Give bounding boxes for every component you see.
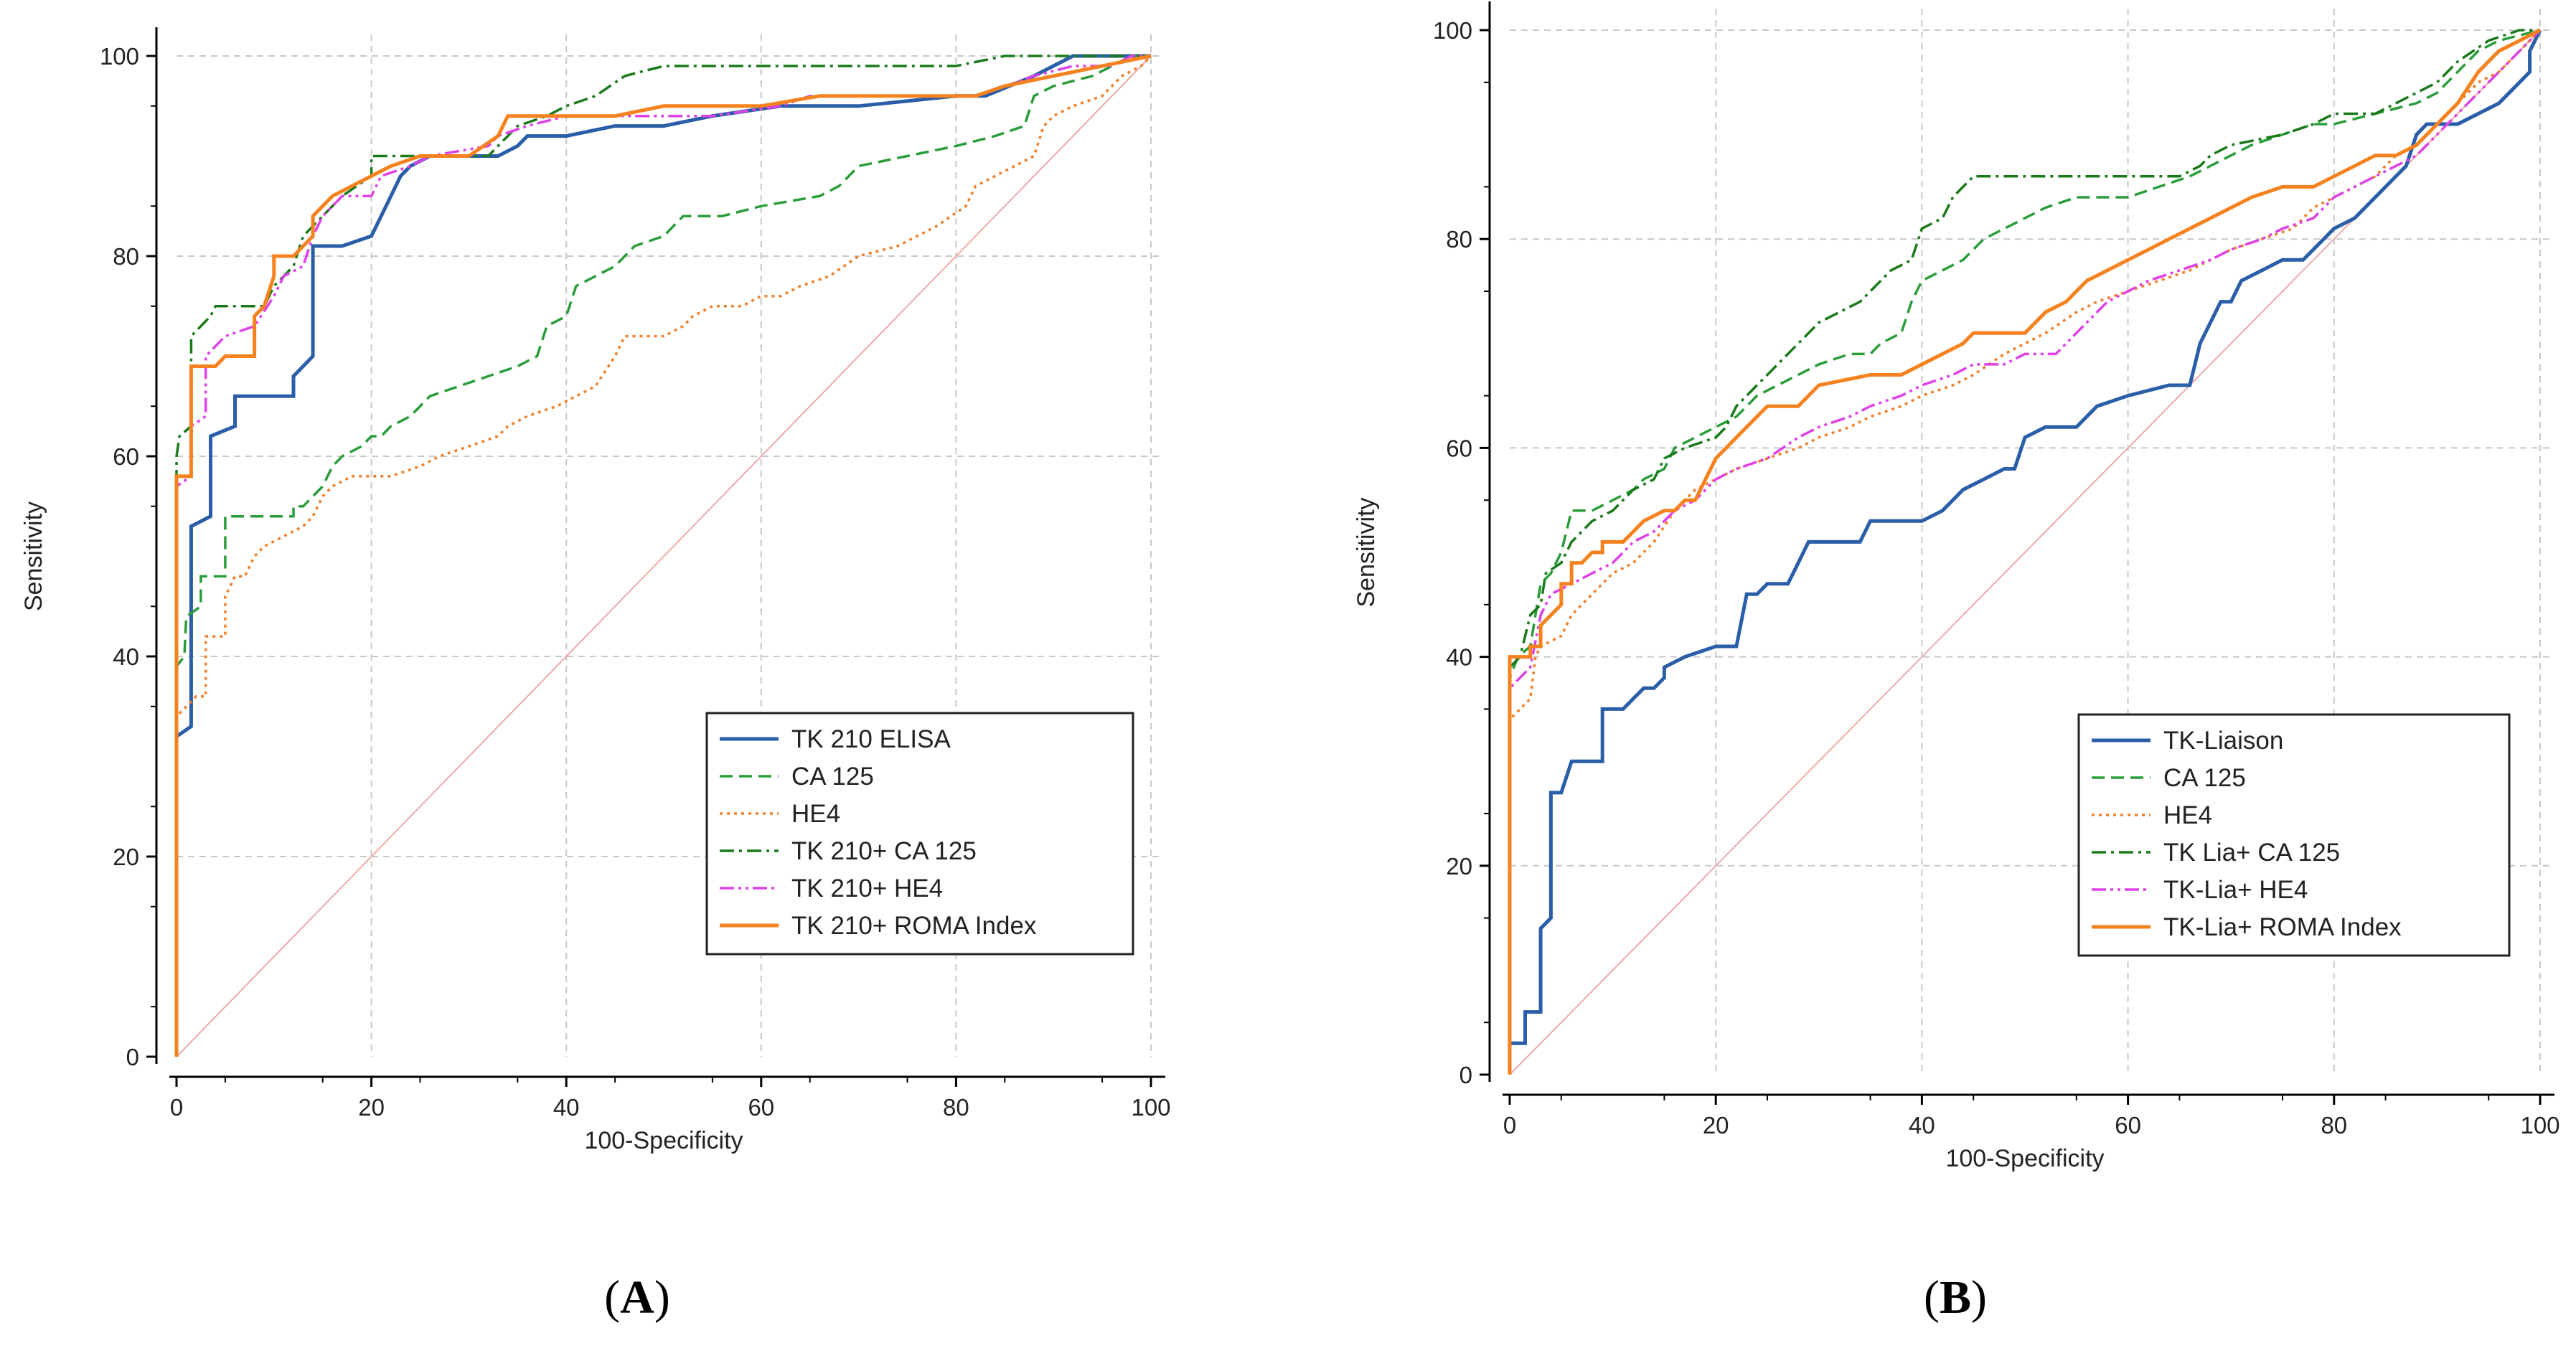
y-tick-label-b-20: 20: [1446, 853, 1472, 880]
series-line-a-3: [175, 55, 1151, 1057]
y-tick-label-b-40: 40: [1446, 644, 1472, 671]
series-line-a-0: [174, 54, 1151, 1057]
legend-box-a: [705, 712, 1134, 956]
x-tick-label-b-20: 20: [1703, 1112, 1729, 1138]
legend-label-b-5: TK-Lia+ ROMA Index: [2163, 913, 2402, 941]
legend-label-b-1: CA 125: [2163, 764, 2246, 792]
series-line-b-4: [1508, 29, 2542, 1075]
y-tick-label-b-60: 60: [1446, 435, 1472, 461]
roc-panel-a: 0 20 40 60 80 100 0 20 40 60 80 100 100-Specificity S…: [20, 27, 1171, 1154]
legend-label-a-1: CA 125: [791, 763, 874, 791]
series-line-a-5: [174, 54, 1152, 1057]
y-tick-label-a-80: 80: [113, 243, 139, 270]
y-tick-label-a-100: 100: [100, 43, 139, 70]
y-tick-label-a-40: 40: [113, 644, 139, 670]
x-axis-title-b: 100-Specificity: [1945, 1145, 2104, 1172]
x-tick-label-b-80: 80: [2321, 1112, 2347, 1138]
panel-label-b: (B): [1924, 1271, 1987, 1324]
series-line-b-3: [1508, 29, 2540, 1075]
y-tick-label-a-0: 0: [126, 1044, 139, 1070]
legend-label-b-2: HE4: [2163, 801, 2212, 829]
series-line-b-0: [1508, 29, 2542, 1075]
x-tick-label-a-60: 60: [748, 1094, 774, 1121]
legend-label-a-2: HE4: [791, 800, 840, 828]
y-tick-label-a-60: 60: [113, 443, 139, 470]
x-tick-label-b-40: 40: [1909, 1112, 1935, 1138]
x-tick-label-a-20: 20: [358, 1094, 385, 1121]
x-tick-label-a-0: 0: [170, 1094, 183, 1121]
legend-label-b-3: TK Lia+ CA 125: [2163, 839, 2340, 867]
reference-diagonal-a: [176, 55, 1152, 1057]
y-axis-title-a: Sensitivity: [20, 501, 47, 611]
panel-label-a: (A): [604, 1271, 670, 1324]
legend-label-a-4: TK 210+ HE4: [791, 874, 943, 902]
legend-label-b-0: TK-Liaison: [2163, 727, 2283, 755]
series-line-a-1: [175, 55, 1151, 1057]
series-line-a-2: [175, 55, 1152, 1057]
roc-panel-b: 0 20 40 60 80 100 0 20 40 60 80 100 100-Specificity S…: [1353, 1, 2560, 1172]
legend-label-b-4: TK-Lia+ HE4: [2163, 876, 2308, 904]
x-tick-label-b-100: 100: [2520, 1112, 2559, 1138]
x-tick-label-a-40: 40: [553, 1094, 580, 1121]
x-axis-title-a: 100-Specificity: [584, 1127, 743, 1154]
series-line-a-4: [175, 55, 1151, 1057]
x-tick-label-b-0: 0: [1503, 1112, 1516, 1138]
legend-label-a-5: TK 210+ ROMA Index: [791, 912, 1037, 940]
legend-label-a-0: TK 210 ELISA: [791, 725, 951, 753]
series-line-b-2: [1508, 29, 2542, 1075]
legend-box-b: [2077, 713, 2511, 957]
legend-label-a-3: TK 210+ CA 125: [791, 837, 977, 865]
series-line-b-5: [1508, 28, 2542, 1075]
y-tick-label-b-80: 80: [1446, 226, 1472, 253]
y-axis-title-b: Sensitivity: [1353, 497, 1380, 607]
x-tick-label-a-80: 80: [943, 1094, 969, 1121]
y-tick-label-b-0: 0: [1459, 1062, 1472, 1088]
y-tick-label-b-100: 100: [1433, 17, 1472, 44]
y-tick-label-a-20: 20: [113, 844, 139, 870]
x-tick-label-a-100: 100: [1131, 1094, 1170, 1121]
x-tick-label-b-60: 60: [2115, 1112, 2141, 1138]
